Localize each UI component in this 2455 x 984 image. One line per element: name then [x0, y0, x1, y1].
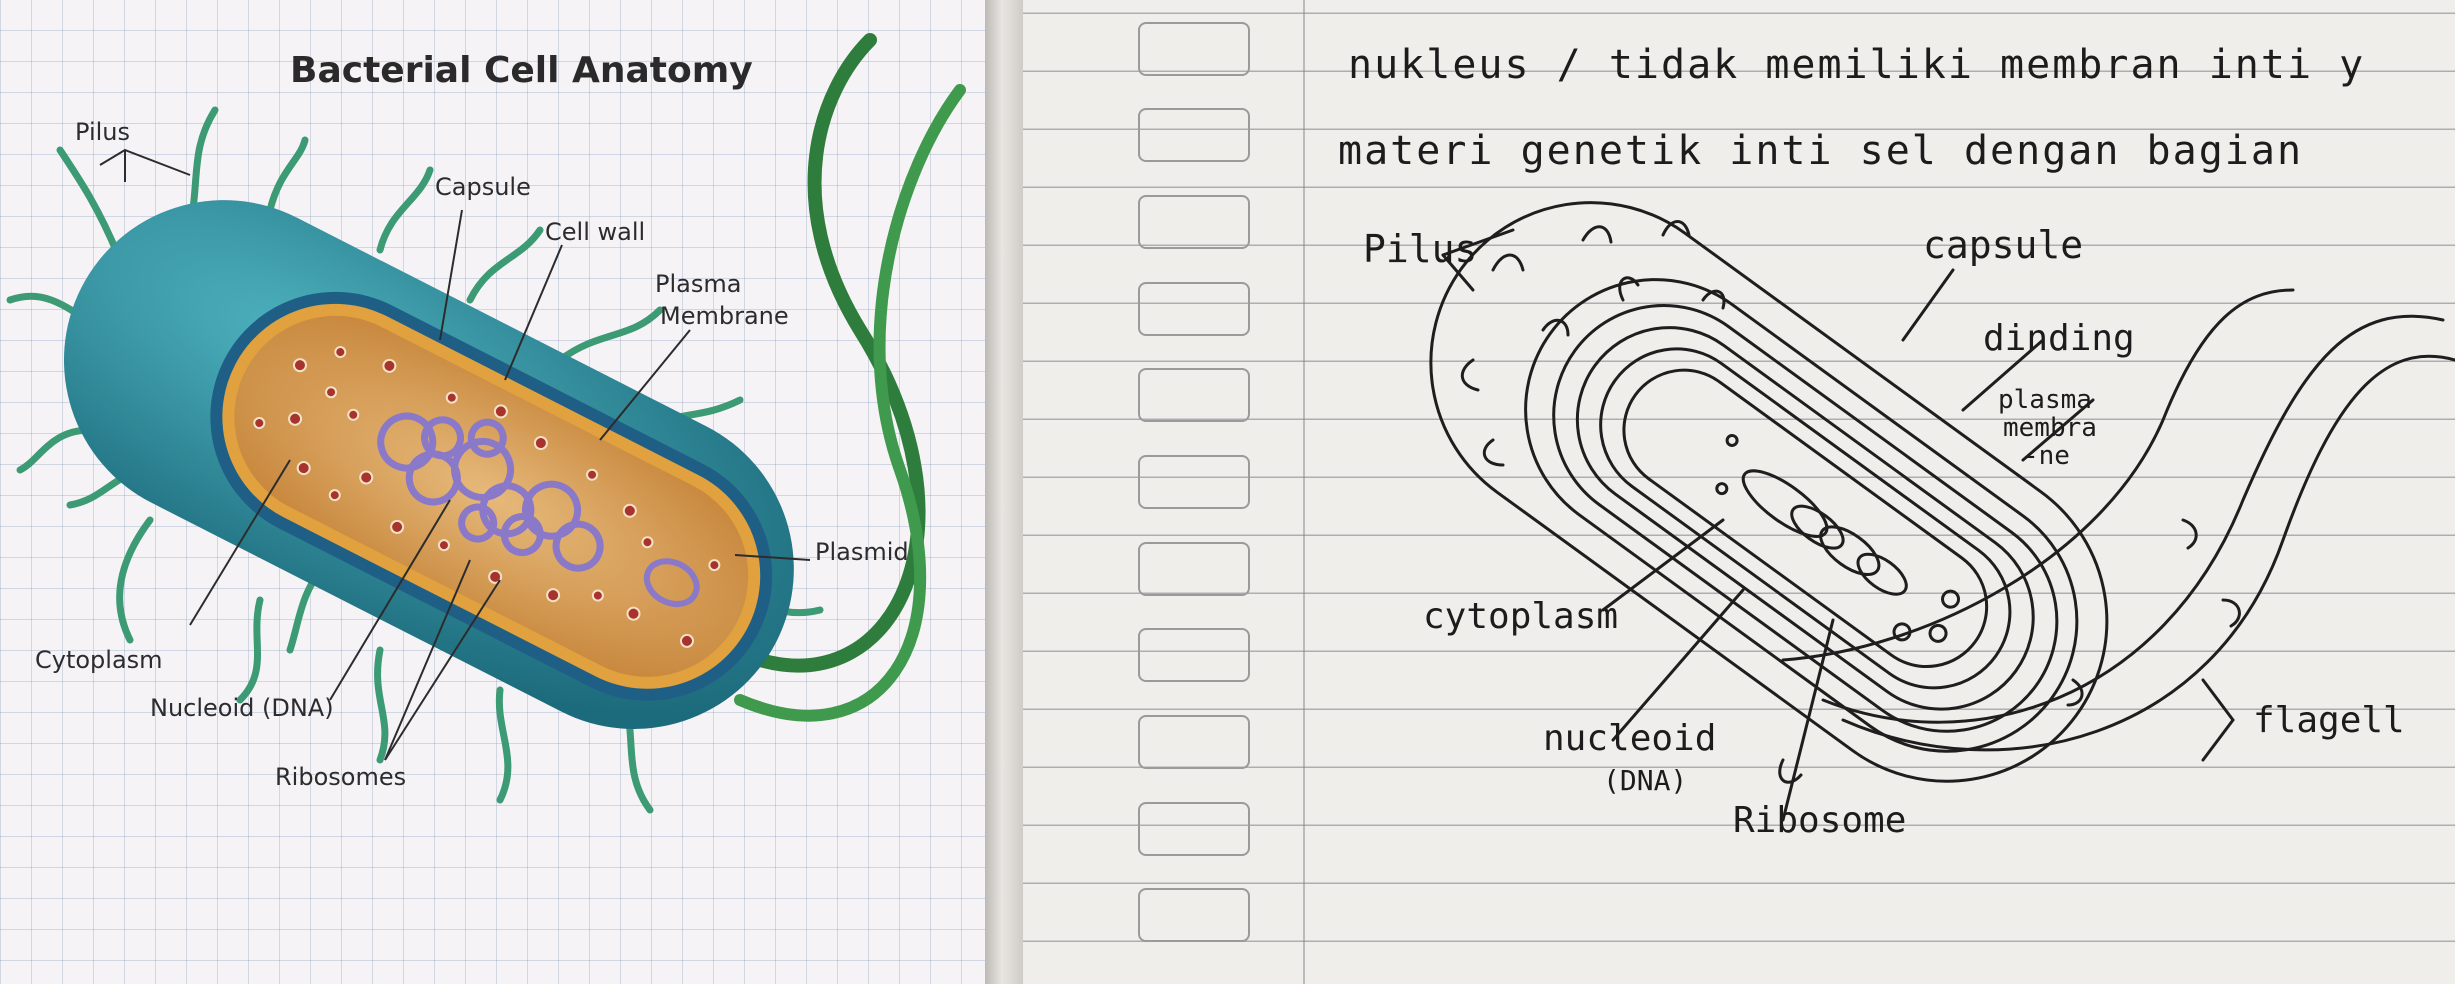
- ribosomes: [253, 346, 721, 648]
- nucleoid-dna: [377, 412, 604, 572]
- diagram-title: Bacterial Cell Anatomy: [290, 50, 753, 91]
- label-plasma-membrane-1: Plasma: [655, 270, 741, 298]
- checkbox: [1138, 368, 1250, 422]
- checkbox: [1138, 455, 1250, 509]
- sketch-label-plasma-1: plasma: [1998, 385, 2092, 415]
- checkbox: [1138, 802, 1250, 856]
- label-plasma-membrane-2: Membrane: [660, 302, 789, 330]
- checkbox: [1138, 195, 1250, 249]
- sketch-label-nucleoid-2: (DNA): [1603, 764, 1687, 797]
- plasmid: [643, 558, 700, 608]
- label-capsule: Capsule: [435, 173, 531, 201]
- sketch-label-flagell: flagell: [2253, 700, 2405, 741]
- label-nucleoid: Nucleoid (DNA): [150, 694, 334, 722]
- sketch-label-pilus: Pilus: [1363, 227, 1477, 271]
- checkbox: [1138, 108, 1250, 162]
- checkbox: [1138, 282, 1250, 336]
- checkbox: [1138, 628, 1250, 682]
- note-line-1: nukleus / tidak memiliki membran inti y: [1348, 42, 2366, 88]
- notebook-page: nukleus / tidak memiliki membran inti y …: [1023, 0, 2455, 984]
- checkbox: [1138, 715, 1250, 769]
- note-line-2: materi genetik inti sel dengan bagian: [1338, 128, 2304, 174]
- sketch-label-capsule: capsule: [1923, 223, 2083, 267]
- printed-diagram-panel: Bacterial Cell Anatomy Pilus Capsule Cel…: [0, 0, 985, 984]
- label-ribosomes: Ribosomes: [275, 763, 406, 791]
- device-bezel: [985, 0, 1023, 984]
- sketch-label-plasma-2: membra: [2003, 413, 2097, 443]
- sketch-label-nucleoid-1: nucleoid: [1543, 718, 1716, 759]
- checkbox: [1138, 542, 1250, 596]
- label-plasmid: Plasmid: [815, 538, 909, 566]
- bacterial-cell-illustration: Bacterial Cell Anatomy Pilus Capsule Cel…: [6, 33, 966, 814]
- checkbox: [1138, 888, 1250, 942]
- sketch-label-ribosome: Ribosome: [1733, 800, 1906, 841]
- sketch-label-dinding: dinding: [1983, 318, 2135, 359]
- sketch-label-cytoplasm: cytoplasm: [1423, 596, 1618, 637]
- hand-drawn-bacterium: Pilus capsule dinding plasma membra -ne …: [1363, 201, 2455, 841]
- checkbox: [1138, 22, 1250, 76]
- label-pilus: Pilus: [75, 118, 130, 146]
- label-cytoplasm: Cytoplasm: [35, 646, 163, 674]
- label-cell-wall: Cell wall: [545, 218, 645, 246]
- sketch-label-plasma-3: -ne: [2023, 441, 2070, 471]
